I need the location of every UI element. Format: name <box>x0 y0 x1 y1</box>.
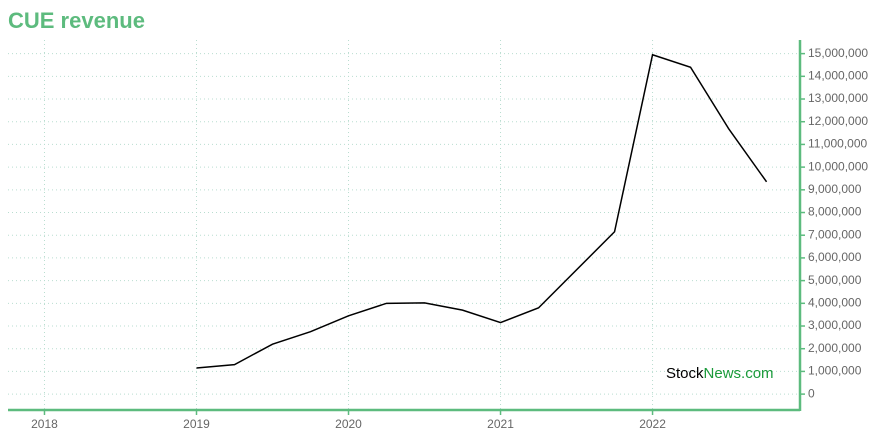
y-tick-label: 6,000,000 <box>808 250 862 264</box>
x-tick-label: 2021 <box>487 417 514 431</box>
y-tick-label: 8,000,000 <box>808 205 862 219</box>
x-tick-label: 2022 <box>639 417 666 431</box>
y-tick-label: 10,000,000 <box>808 159 868 173</box>
y-tick-label: 0 <box>808 386 815 400</box>
watermark: StockNews.com <box>666 365 774 382</box>
y-tick-label: 2,000,000 <box>808 341 862 355</box>
line <box>196 53 768 369</box>
y-tick-label: 13,000,000 <box>808 91 868 105</box>
y-tick-label: 15,000,000 <box>808 46 868 60</box>
y-tick-label: 5,000,000 <box>808 273 862 287</box>
watermark-news: News.com <box>704 365 774 382</box>
y-tick-label: 1,000,000 <box>808 364 862 378</box>
y-tick-label: 4,000,000 <box>808 295 862 309</box>
y-tick-label: 7,000,000 <box>808 227 862 241</box>
x-tick-label: 2020 <box>335 417 362 431</box>
y-tick-label: 12,000,000 <box>808 114 868 128</box>
chart-title: CUE revenue <box>8 8 145 33</box>
y-tick-label: 11,000,000 <box>808 137 867 151</box>
y-tick-label: 9,000,000 <box>808 182 862 196</box>
grid <box>8 40 800 410</box>
y-tick-label: 3,000,000 <box>808 318 862 332</box>
watermark-stock: Stock <box>666 365 704 382</box>
x-tick-label: 2018 <box>31 417 58 431</box>
y-tick-label: 14,000,000 <box>808 68 868 82</box>
x-tick-label: 2019 <box>183 417 210 431</box>
